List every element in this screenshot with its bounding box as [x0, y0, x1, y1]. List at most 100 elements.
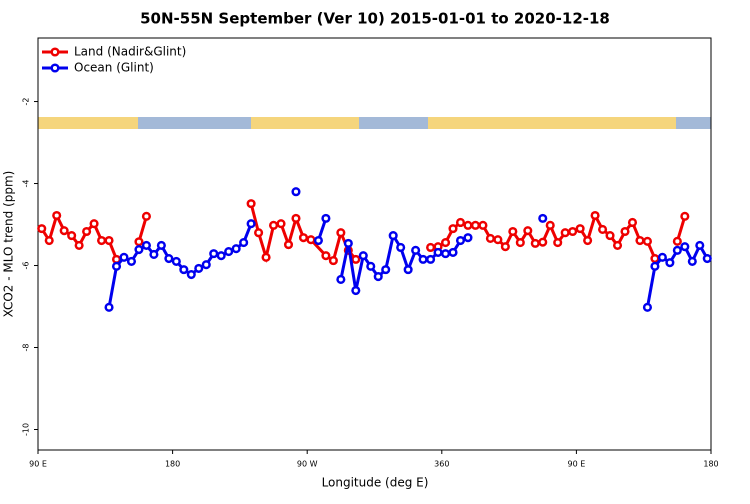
data-point [642, 302, 652, 312]
data-point [126, 256, 137, 266]
data-point [358, 251, 368, 261]
data-point [141, 240, 151, 250]
data-point [74, 240, 84, 250]
data-point [448, 247, 458, 257]
data-point [156, 240, 166, 250]
data-point [463, 233, 473, 243]
data-point [186, 269, 196, 280]
plot-frame [37, 37, 712, 451]
data-point [672, 245, 682, 255]
data-point [508, 226, 518, 237]
data-point [575, 224, 585, 234]
data-point [657, 252, 667, 262]
y-tick-label: -8 [22, 344, 31, 352]
data-point [164, 254, 174, 264]
x-tick-label: 180 [703, 460, 718, 469]
data-point [545, 220, 555, 230]
data-point [89, 219, 99, 229]
data-point [500, 242, 510, 252]
data-point [612, 240, 623, 250]
data-point [470, 220, 481, 230]
data-point [560, 228, 570, 238]
data-point [553, 238, 563, 248]
land-strip [251, 117, 359, 129]
data-point [702, 254, 712, 264]
data-point [104, 235, 114, 246]
x-tick-label: 180 [165, 460, 180, 469]
data-point [276, 219, 286, 229]
data-point [463, 220, 473, 230]
data-point [224, 247, 234, 257]
data-point [231, 244, 241, 254]
data-point [179, 265, 189, 275]
data-point [366, 261, 376, 271]
data-point [620, 226, 630, 237]
data-point [650, 254, 660, 264]
data-point [426, 254, 436, 264]
series-line [107, 217, 709, 308]
data-point [448, 224, 458, 234]
data-point [650, 261, 660, 271]
data-point [141, 211, 151, 221]
data-point [194, 263, 204, 273]
data-point [201, 260, 211, 270]
data-point [455, 217, 466, 228]
data-point [67, 231, 77, 241]
legend-label: Land (Nadir&Glint) [74, 45, 186, 59]
data-point [605, 231, 615, 241]
data-point [665, 258, 675, 268]
data-point [433, 247, 443, 257]
data-point [44, 235, 54, 246]
x-tick-label: 90 E [29, 460, 47, 469]
data-point [97, 235, 107, 246]
data-point [216, 251, 226, 261]
data-point [82, 226, 92, 237]
data-point [104, 302, 114, 312]
data-point [328, 256, 338, 266]
data-point [568, 226, 578, 237]
data-point [381, 265, 391, 275]
data-point [351, 254, 361, 264]
x-tick-label: 90 E [568, 460, 586, 469]
x-tick-label: 360 [434, 460, 449, 469]
data-point [455, 235, 466, 246]
map-strip [38, 117, 711, 129]
land-strip [38, 117, 138, 129]
data-point [343, 238, 353, 248]
data-point [515, 238, 525, 248]
chart-title: 50N-55N September (Ver 10) 2015-01-01 to… [140, 10, 610, 28]
data-point [351, 285, 361, 296]
data-point [291, 187, 301, 197]
data-point [530, 238, 540, 248]
data-point [396, 242, 406, 253]
data-point [583, 235, 593, 246]
data-point [254, 228, 264, 238]
data-point [418, 254, 428, 264]
data-point [246, 219, 256, 229]
data-point [134, 244, 144, 255]
data-point [298, 233, 309, 243]
data-point [680, 242, 690, 252]
data-point [336, 274, 346, 285]
data-point [246, 199, 256, 209]
data-point [411, 245, 421, 255]
data-point [426, 242, 436, 253]
data-point [695, 240, 705, 250]
data-point [239, 238, 249, 248]
y-tick-label: -4 [22, 180, 31, 188]
y-axis-label: XCO2 - MLO trend (ppm) [2, 171, 16, 318]
data-point [388, 231, 398, 241]
data-point [269, 220, 279, 230]
data-point [485, 233, 495, 244]
data-point [52, 210, 62, 221]
data-point [627, 217, 638, 228]
data-point [59, 226, 69, 236]
legend-label: Ocean (Glint) [74, 61, 154, 75]
data-point [440, 238, 451, 248]
data-point [403, 265, 413, 275]
data-point [119, 252, 129, 262]
data-point [111, 261, 122, 271]
data-point [680, 211, 690, 221]
data-point [134, 237, 144, 247]
